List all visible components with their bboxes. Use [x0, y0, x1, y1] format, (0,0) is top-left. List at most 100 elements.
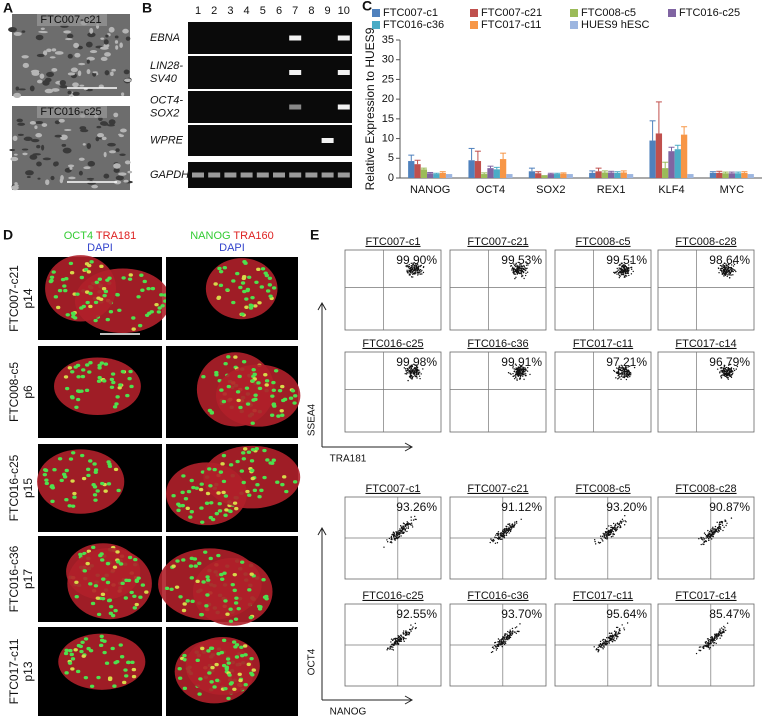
event-dot: [628, 275, 629, 276]
nucleus: [280, 409, 284, 412]
cell: [119, 134, 124, 137]
cell: [60, 80, 66, 86]
event-dot: [720, 375, 721, 376]
nucleus: [247, 451, 251, 454]
event-dot: [629, 374, 630, 375]
event-dot: [515, 277, 516, 278]
gel: [188, 91, 352, 123]
event-dot: [517, 374, 518, 375]
cell: [41, 28, 45, 30]
event-dot: [624, 515, 625, 516]
nucleus: [201, 375, 205, 378]
event-dot: [711, 530, 712, 531]
stain-name: NANOG: [190, 230, 230, 242]
nucleus: [256, 268, 260, 271]
nucleus: [250, 379, 254, 382]
event-dot: [624, 372, 625, 373]
gene-label: LIN28-: [150, 60, 183, 72]
event-dot: [713, 528, 714, 529]
event-dot: [512, 633, 513, 634]
gene-label: SOX2: [150, 107, 179, 119]
nucleus: [190, 576, 194, 579]
nucleus: [50, 484, 54, 487]
event-dot: [529, 374, 530, 375]
y-tick-label: 15: [382, 113, 394, 125]
gate-percent: 99.91%: [501, 355, 542, 369]
event-dot: [713, 638, 714, 639]
event-dot: [515, 374, 516, 375]
cell: [87, 59, 90, 63]
event-dot: [719, 629, 720, 630]
event-dot: [605, 639, 606, 640]
nucleus: [265, 379, 269, 382]
event-dot: [407, 370, 408, 371]
event-dot: [719, 631, 720, 632]
event-dot: [404, 641, 405, 642]
cell: [10, 157, 18, 161]
legend-swatch: [570, 21, 578, 29]
cell: [22, 148, 29, 150]
stain-name: DAPI: [87, 242, 113, 254]
lane-number: 7: [292, 5, 298, 17]
cell: [18, 88, 25, 90]
event-dot: [728, 378, 729, 379]
cell: [18, 134, 24, 136]
event-dot: [410, 624, 411, 625]
event-dot: [403, 633, 404, 634]
event-dot: [715, 526, 716, 527]
nucleus: [232, 640, 236, 643]
axis-label: OCT4: [307, 648, 318, 675]
event-dot: [699, 646, 700, 647]
cell: [67, 91, 71, 95]
cell: [79, 158, 85, 161]
nucleus: [233, 355, 237, 358]
event-dot: [520, 371, 521, 372]
event-dot: [594, 539, 595, 540]
legend-label: FTC007-c21: [481, 7, 542, 19]
event-dot: [718, 272, 719, 273]
cell: [37, 178, 40, 180]
event-dot: [516, 380, 517, 381]
event-dot: [606, 535, 607, 536]
nucleus: [210, 666, 214, 669]
event-dot: [733, 271, 734, 272]
event-dot: [724, 273, 725, 274]
event-dot: [398, 531, 399, 532]
nucleus: [208, 409, 212, 412]
nucleus: [223, 599, 227, 602]
event-dot: [512, 630, 513, 631]
event-dot: [610, 530, 611, 531]
nucleus: [185, 599, 189, 602]
cell: [9, 149, 15, 151]
event-dot: [412, 370, 413, 371]
event-dot: [611, 639, 612, 640]
event-dot: [721, 377, 722, 378]
nucleus: [129, 591, 133, 594]
event-dot: [606, 642, 607, 643]
event-dot: [411, 523, 412, 524]
event-dot: [495, 534, 496, 535]
nucleus: [58, 457, 62, 460]
nucleus: [219, 284, 223, 287]
event-dot: [519, 623, 520, 624]
event-dot: [725, 525, 726, 526]
cell: [55, 161, 59, 166]
nucleus: [234, 601, 238, 604]
event-dot: [611, 529, 612, 530]
event-dot: [614, 640, 615, 641]
lane-number: 9: [325, 5, 331, 17]
event-dot: [506, 633, 507, 634]
event-dot: [526, 268, 527, 269]
event-dot: [395, 642, 396, 643]
nucleus: [87, 270, 91, 273]
event-dot: [707, 642, 708, 643]
clone-label: FTC016-c25: [7, 454, 21, 521]
event-dot: [516, 522, 517, 523]
event-dot: [696, 653, 697, 654]
nucleus: [214, 371, 218, 374]
event-dot: [418, 370, 419, 371]
nucleus: [113, 405, 117, 408]
lane-number: 2: [211, 5, 217, 17]
event-dot: [715, 637, 716, 638]
